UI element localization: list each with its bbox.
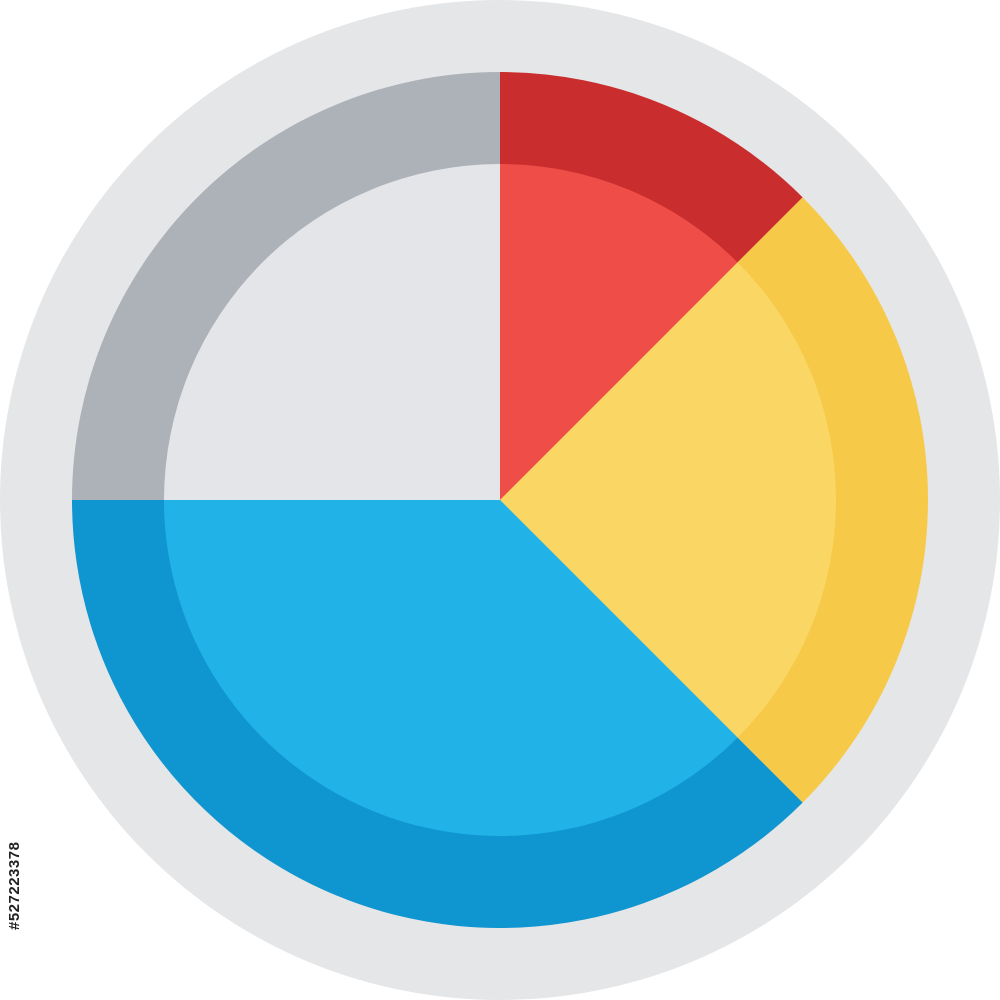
- pie-segment-red-inner: [500, 164, 738, 500]
- pie-segment-yellow-inner: [500, 262, 836, 738]
- stock-id-label: #527223378: [6, 841, 23, 930]
- pie-segment-gray-inner: [164, 164, 500, 500]
- pie-segment-blue-inner: [164, 500, 738, 837]
